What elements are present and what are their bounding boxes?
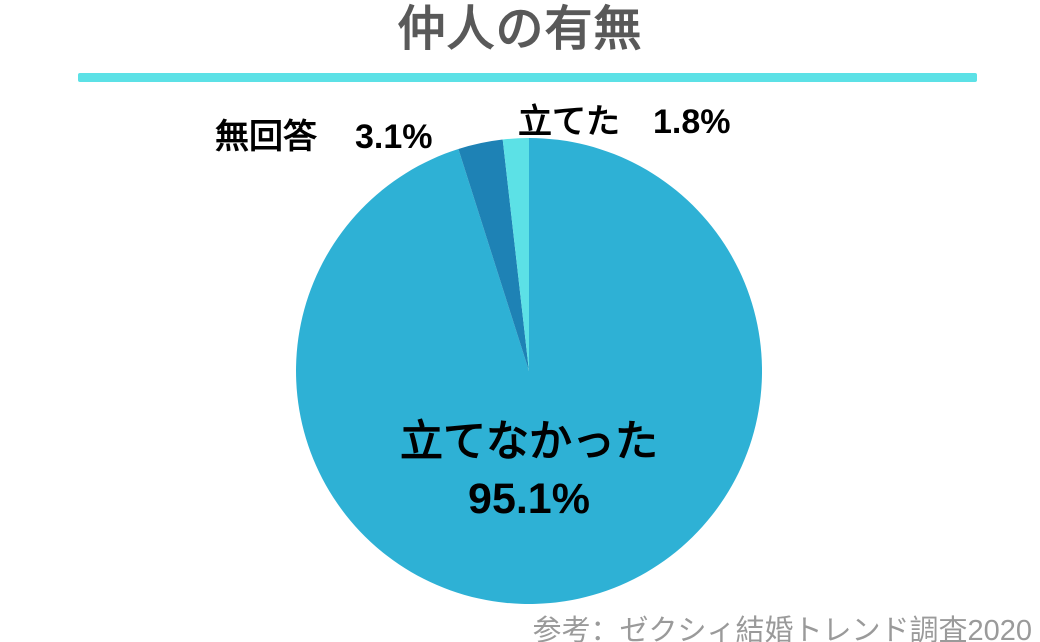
pie-chart: [296, 138, 762, 604]
callout-no-answer: 無回答 3.1%: [215, 109, 433, 158]
title-underline: [78, 73, 977, 82]
callout-had-matchmaker: 立てた 1.8%: [518, 94, 731, 143]
source-note: 参考：ゼクシィ結婚トレンド調査2020: [532, 615, 1032, 642]
callout-had-matchmaker-label: 立てた: [518, 103, 620, 141]
pie-slice-0: [296, 138, 762, 604]
label-no-matchmaker-text: 立てなかった: [400, 418, 658, 466]
callout-no-answer-label: 無回答: [215, 118, 317, 156]
pie-slice-1: [458, 139, 529, 371]
label-no-matchmaker-value: 95.1%: [468, 474, 590, 523]
callout-no-answer-value: 3.1%: [355, 118, 433, 156]
callout-had-matchmaker-value: 1.8%: [653, 103, 731, 141]
label-no-matchmaker: 立てなかった 95.1%: [296, 414, 762, 528]
chart-title: 仲人の有無: [397, 3, 643, 56]
pie-slice-2: [502, 138, 529, 371]
